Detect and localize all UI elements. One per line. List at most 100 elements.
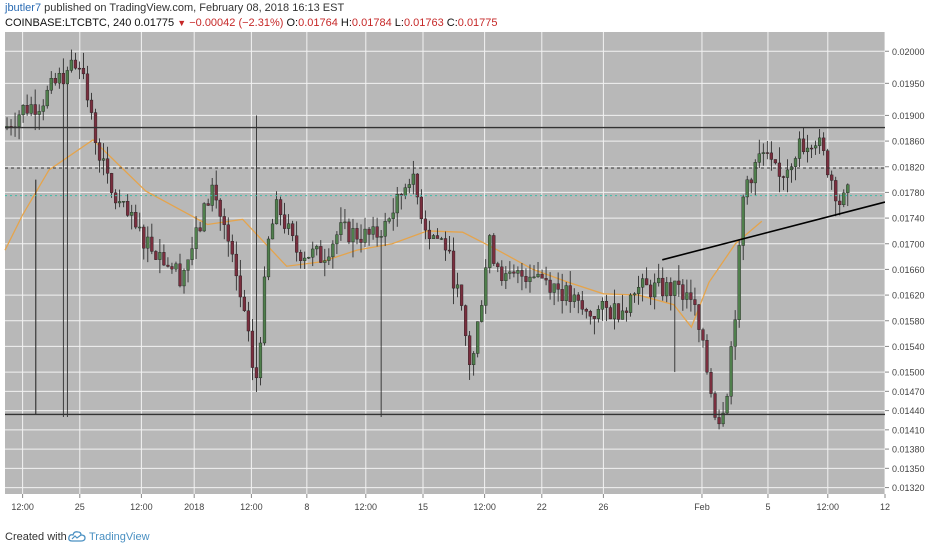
candle-body <box>443 238 448 251</box>
candle-body <box>335 234 339 245</box>
candle-body <box>25 105 29 114</box>
price-axis-labels: 0.01320 0.01350 0.01380 0.01410 0.01440 0.014… <box>885 47 925 493</box>
trendline[interactable] <box>662 201 886 261</box>
candle-body <box>407 184 411 188</box>
candle-body <box>122 201 126 203</box>
candle-body <box>150 236 154 252</box>
candle-body <box>596 309 600 319</box>
candle-body <box>186 259 190 271</box>
candle-body <box>584 309 588 312</box>
candle-body <box>379 236 383 238</box>
candle-body <box>431 235 436 239</box>
candle-body <box>311 248 315 258</box>
tradingview-link[interactable]: TradingView <box>89 531 150 543</box>
price-axis[interactable] <box>885 32 932 524</box>
candle-body <box>282 214 287 229</box>
y-tick-label: 0.01380 <box>892 445 925 455</box>
candle-body <box>33 104 37 115</box>
candle-body <box>508 271 512 274</box>
candle-body <box>721 412 725 425</box>
x-tick-label: 2018 <box>184 502 204 512</box>
candle-body <box>504 273 508 281</box>
candle-body <box>628 294 633 313</box>
candle-body <box>29 104 33 114</box>
candle-body <box>222 216 226 225</box>
candle-body <box>355 228 359 240</box>
candle-body <box>415 173 419 198</box>
candle-body <box>492 235 496 264</box>
candle-body <box>254 367 259 379</box>
candle-body <box>61 73 65 85</box>
time-axis[interactable] <box>0 494 885 524</box>
candle-body <box>81 67 86 75</box>
candle-body <box>323 260 327 263</box>
candle-body <box>194 227 198 249</box>
candle-body <box>568 285 572 302</box>
candle-body <box>757 153 761 163</box>
candle-body <box>383 221 387 237</box>
candle-body <box>616 303 621 320</box>
candle-body <box>737 245 741 320</box>
candle-body <box>773 159 777 164</box>
candle-body <box>459 284 464 306</box>
x-tick-label: 12:00 <box>817 502 840 512</box>
candle-body <box>468 335 472 365</box>
candle-body <box>560 289 564 301</box>
y-tick-label: 0.01660 <box>892 265 925 275</box>
plot-area[interactable] <box>5 32 885 494</box>
candle-body <box>544 278 548 281</box>
candle-body <box>190 248 194 260</box>
candle-body <box>126 201 130 216</box>
candle-body <box>588 311 592 317</box>
candle-body <box>451 250 456 289</box>
candle-body <box>206 203 210 206</box>
candle-body <box>777 162 782 177</box>
candle-body <box>455 284 460 289</box>
candle-body <box>669 282 673 296</box>
x-tick-label: 15 <box>418 502 428 512</box>
y-tick-label: 0.01900 <box>892 111 925 121</box>
candle-body <box>745 179 749 198</box>
candle-body <box>343 221 347 224</box>
candle-body <box>697 304 701 330</box>
candle-body <box>524 276 528 282</box>
candle-body <box>395 193 399 214</box>
candle-body <box>226 224 230 242</box>
candle-body <box>805 147 810 153</box>
candle-body <box>717 417 721 425</box>
candle-body <box>262 276 267 344</box>
footer: Created with TradingView <box>0 525 932 550</box>
candle-body <box>761 152 765 154</box>
candle-body <box>371 226 375 235</box>
price-chart[interactable]: 0.018810.014340.0177502:46:30 0.013200.0… <box>0 32 932 524</box>
candle-body <box>765 152 769 154</box>
candle-body <box>315 246 319 250</box>
candle-body <box>162 252 166 266</box>
author-link[interactable]: jbutler7 <box>5 2 42 14</box>
candle-body <box>641 278 645 288</box>
candle-body <box>274 199 279 225</box>
candle-body <box>556 283 560 290</box>
low-label: L: <box>394 17 404 29</box>
candle-body <box>166 264 170 267</box>
candle-body <box>138 226 142 229</box>
candle-body <box>496 263 500 268</box>
candle-body <box>753 162 757 184</box>
candle-body <box>266 238 271 278</box>
publish-date: published on TradingView.com, February 0… <box>44 2 345 14</box>
last-price: 0.01775 <box>134 17 175 29</box>
candle-body <box>520 270 524 277</box>
candle-body <box>612 303 617 320</box>
candle-body <box>303 257 307 261</box>
candle-body <box>101 158 106 161</box>
y-tick-label: 0.01780 <box>892 188 925 198</box>
candle-body <box>741 196 745 246</box>
candle-body <box>154 251 158 260</box>
candle-body <box>278 199 283 216</box>
candle-body <box>512 271 516 274</box>
candle-body <box>105 158 110 174</box>
candle-body <box>339 222 343 235</box>
support-trendline[interactable] <box>662 201 886 261</box>
candle-body <box>665 282 669 297</box>
candle-body <box>447 249 452 252</box>
